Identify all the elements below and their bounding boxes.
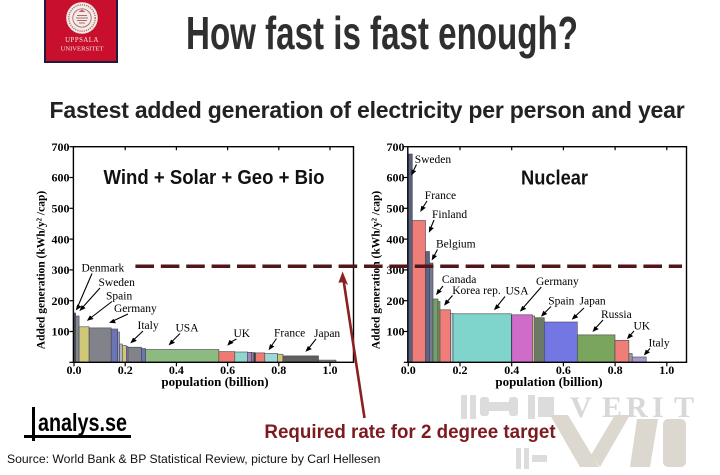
svg-text:Denmark: Denmark [82, 263, 125, 275]
svg-text:Germany: Germany [114, 303, 157, 315]
svg-text:USA: USA [176, 323, 200, 335]
svg-text:0.2: 0.2 [453, 363, 468, 377]
svg-text:UPPSALA: UPPSALA [65, 37, 99, 44]
svg-text:Sweden: Sweden [415, 154, 452, 166]
svg-text:500: 500 [52, 202, 70, 216]
svg-text:600: 600 [387, 171, 405, 185]
svg-text:400: 400 [387, 232, 405, 246]
svg-text:0.2: 0.2 [118, 363, 133, 377]
svg-text:Japan: Japan [314, 328, 340, 340]
svg-text:0.0: 0.0 [67, 363, 82, 377]
svg-text:700: 700 [387, 140, 405, 154]
svg-text:100: 100 [387, 325, 405, 339]
svg-text:Nuclear: Nuclear [521, 168, 588, 190]
svg-text:1.0: 1.0 [659, 363, 674, 377]
svg-text:Added generation (kWh/y² /cap): Added generation (kWh/y² /cap) [36, 191, 48, 350]
svg-text:0.8: 0.8 [271, 363, 286, 377]
svg-text:Spain: Spain [548, 296, 574, 308]
svg-text:France: France [274, 328, 305, 340]
svg-text:population (billion): population (billion) [161, 374, 268, 389]
svg-text:0.4: 0.4 [169, 363, 184, 377]
svg-text:USA: USA [506, 286, 530, 298]
svg-text:UNIVERSITET: UNIVERSITET [61, 46, 104, 53]
svg-text:population (billion): population (billion) [495, 374, 602, 389]
svg-text:Sweden: Sweden [99, 277, 136, 289]
svg-text:Italy: Italy [649, 337, 670, 349]
svg-text:Spain: Spain [106, 291, 132, 303]
svg-text:0.0: 0.0 [401, 363, 416, 377]
svg-text:UK: UK [234, 328, 251, 340]
svg-text:500: 500 [387, 202, 405, 216]
svg-text:1.0: 1.0 [323, 363, 338, 377]
svg-text:Korea rep.: Korea rep. [452, 285, 501, 297]
svg-text:300: 300 [52, 263, 70, 277]
svg-text:0.6: 0.6 [556, 363, 571, 377]
svg-text:UK: UK [634, 321, 651, 333]
svg-text:V: V [570, 391, 592, 424]
svg-text:Japan: Japan [580, 296, 606, 308]
svg-text:R: R [626, 391, 648, 424]
svg-text:I: I [652, 391, 664, 424]
svg-text:Belgium: Belgium [436, 238, 476, 250]
svg-text:Added generation (kWh/y² /cap): Added generation (kWh/y² /cap) [371, 191, 383, 350]
svg-text:200: 200 [387, 294, 405, 308]
svg-text:Italy: Italy [138, 320, 159, 332]
svg-text:Germany: Germany [536, 276, 579, 288]
svg-text:Wind + Solar + Geo + Bio: Wind + Solar + Geo + Bio [104, 167, 325, 189]
svg-text:0.8: 0.8 [608, 363, 623, 377]
svg-text:T: T [674, 391, 694, 424]
svg-text:France: France [425, 190, 456, 202]
svg-text:Canada: Canada [442, 274, 476, 286]
svg-text:Russia: Russia [601, 309, 632, 321]
svg-text:Finland: Finland [432, 209, 467, 221]
svg-text:600: 600 [52, 171, 70, 185]
svg-text:100: 100 [52, 325, 70, 339]
svg-text:400: 400 [52, 232, 70, 246]
svg-text:200: 200 [52, 294, 70, 308]
svg-text:0.6: 0.6 [220, 363, 235, 377]
svg-text:700: 700 [52, 140, 70, 154]
svg-text:0.4: 0.4 [504, 363, 519, 377]
